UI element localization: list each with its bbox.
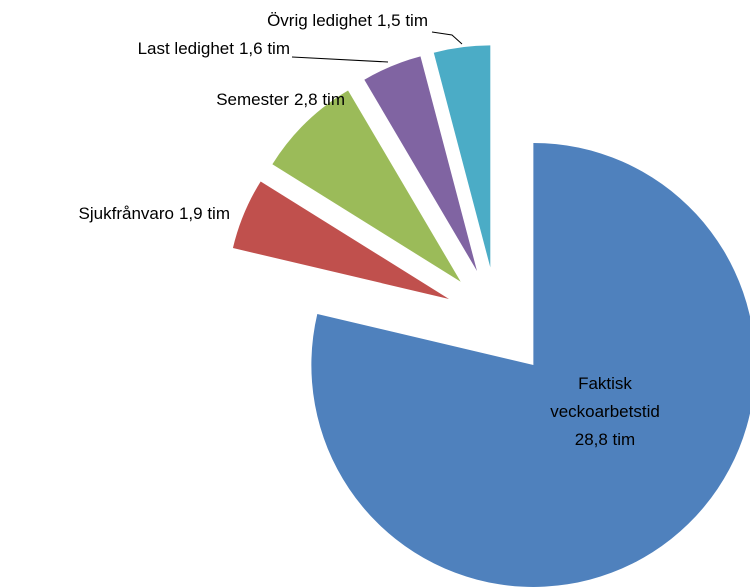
label-value: 1,5 tim: [377, 11, 428, 30]
label-value: 1,6 tim: [239, 39, 290, 58]
label-category: Övrig ledighet: [267, 11, 372, 30]
label-value: 2,8 tim: [294, 90, 345, 109]
slice-label: Sjukfrånvaro 1,9 tim: [79, 204, 230, 223]
pie-slice: [433, 45, 491, 268]
label-value: 1,9 tim: [179, 204, 230, 223]
pie-slice: [311, 142, 750, 587]
label-category: Last ledighet: [138, 39, 235, 58]
leader-line: [431, 31, 463, 45]
slice-label: Last ledighet 1,6 tim: [138, 39, 290, 58]
slice-label: Semester 2,8 tim: [216, 90, 345, 109]
label-category: Semester: [216, 90, 289, 109]
label-text: 28,8 tim: [574, 430, 636, 449]
label-text: Faktisk veckoarbetstid: [550, 374, 660, 421]
slice-label: Övrig ledighet 1,5 tim: [267, 11, 428, 30]
slice-label: Faktisk veckoarbetstid 28,8 tim: [515, 370, 695, 454]
slice-label: Faktisk veckoarbetstid 28,8 tim: [515, 370, 695, 454]
pie-slice: [232, 181, 450, 299]
label-category: Sjukfrånvaro: [79, 204, 174, 223]
leader-line: [291, 56, 389, 63]
pie-slice: [272, 90, 461, 282]
pie-slice: [364, 56, 477, 272]
